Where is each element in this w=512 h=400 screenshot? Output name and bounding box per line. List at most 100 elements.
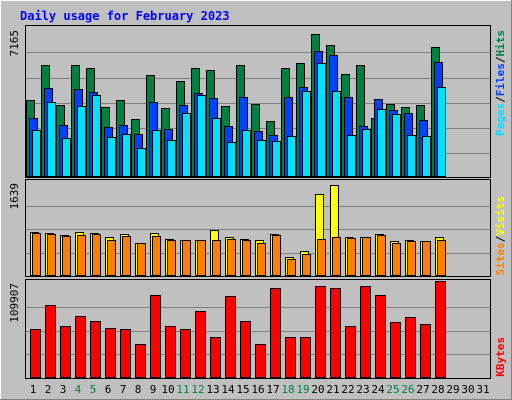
bar-sites-day-13 xyxy=(212,240,221,276)
x-tick-label: 16 xyxy=(251,383,264,396)
bottom-max-label: 109907 xyxy=(8,283,21,323)
bar-kbytes-day-16 xyxy=(255,344,266,378)
legend-separator: / xyxy=(494,96,507,103)
x-tick-label: 22 xyxy=(341,383,354,396)
bar-sites-day-27 xyxy=(422,241,431,276)
bar-sites-day-8 xyxy=(137,243,146,276)
x-tick-label: 13 xyxy=(206,383,219,396)
bar-kbytes-day-4 xyxy=(75,316,86,378)
bar-sites-day-5 xyxy=(92,234,101,276)
bar-kbytes-day-26 xyxy=(405,317,416,378)
x-tick-label: 6 xyxy=(105,383,112,396)
x-tick-label: 7 xyxy=(120,383,127,396)
x-tick-label: 2 xyxy=(45,383,52,396)
bar-pages-day-23 xyxy=(362,129,371,177)
bar-sites-day-20 xyxy=(317,239,326,276)
chart-title: Daily usage for February 2023 xyxy=(20,9,230,23)
bar-kbytes-day-11 xyxy=(180,329,191,378)
bar-pages-day-18 xyxy=(287,136,296,177)
bar-pages-day-15 xyxy=(242,130,251,177)
bar-sites-day-15 xyxy=(242,240,251,276)
bar-sites-day-26 xyxy=(407,241,416,276)
x-tick-label: 4 xyxy=(75,383,82,396)
bar-kbytes-day-8 xyxy=(135,344,146,378)
bar-kbytes-day-25 xyxy=(390,322,401,378)
legend-separator: / xyxy=(494,56,507,63)
bar-pages-day-2 xyxy=(47,102,56,177)
x-tick-label: 24 xyxy=(371,383,385,396)
bar-sites-day-16 xyxy=(257,243,266,276)
x-tick-label: 8 xyxy=(135,383,142,396)
middle-legend: Sites/Visits xyxy=(494,196,507,276)
x-tick-label: 21 xyxy=(326,383,339,396)
x-tick-label: 15 xyxy=(236,383,249,396)
bar-pages-day-24 xyxy=(377,109,386,177)
bar-kbytes-day-20 xyxy=(315,286,326,378)
bar-marks xyxy=(26,34,446,378)
bar-kbytes-day-19 xyxy=(300,337,311,378)
bar-sites-day-24 xyxy=(377,235,386,276)
bar-kbytes-day-12 xyxy=(195,311,206,378)
bar-kbytes-day-24 xyxy=(375,295,386,378)
x-tick-label: 25 xyxy=(386,383,399,396)
bar-pages-day-14 xyxy=(227,142,236,177)
bar-sites-day-25 xyxy=(392,243,401,276)
bar-pages-day-13 xyxy=(212,118,221,177)
x-tick-label: 1 xyxy=(30,383,37,396)
bar-pages-day-6 xyxy=(107,137,116,177)
bar-kbytes-day-10 xyxy=(165,326,176,378)
legend-pages: Pages xyxy=(494,103,507,136)
bar-sites-day-17 xyxy=(272,235,281,276)
bar-sites-day-22 xyxy=(347,238,356,276)
bar-sites-day-11 xyxy=(182,240,191,276)
bar-kbytes-day-6 xyxy=(105,328,116,378)
bar-pages-day-9 xyxy=(152,130,161,177)
x-tick-label: 12 xyxy=(191,383,204,396)
bar-pages-day-11 xyxy=(182,113,191,177)
legend-separator: / xyxy=(494,235,507,242)
bar-pages-day-7 xyxy=(122,134,131,177)
bar-kbytes-day-7 xyxy=(120,329,131,378)
bar-pages-day-20 xyxy=(317,63,326,177)
bar-kbytes-day-14 xyxy=(225,296,236,378)
middle-max-label: 1639 xyxy=(8,183,21,210)
x-tick-label: 31 xyxy=(476,383,489,396)
bar-kbytes-day-3 xyxy=(60,326,71,378)
bar-kbytes-day-18 xyxy=(285,337,296,378)
legend-hits: Hits xyxy=(494,30,507,57)
bar-pages-day-8 xyxy=(137,148,146,177)
bar-kbytes-day-15 xyxy=(240,321,251,378)
x-tick-label: 19 xyxy=(296,383,309,396)
bar-sites-day-1 xyxy=(32,233,41,276)
x-tick-label: 10 xyxy=(161,383,174,396)
x-tick-label: 20 xyxy=(311,383,324,396)
x-tick-label: 28 xyxy=(431,383,444,396)
top-legend: Pages/Files/Hits xyxy=(494,30,507,136)
bar-pages-day-25 xyxy=(392,114,401,177)
bar-pages-day-12 xyxy=(197,95,206,177)
bar-sites-day-28 xyxy=(437,240,446,276)
bar-sites-day-2 xyxy=(47,234,56,276)
bar-pages-day-19 xyxy=(302,91,311,177)
bar-sites-day-6 xyxy=(107,240,116,276)
bar-sites-day-9 xyxy=(152,236,161,276)
bar-pages-day-22 xyxy=(347,135,356,177)
x-tick-label: 30 xyxy=(461,383,474,396)
bar-sites-day-12 xyxy=(197,240,206,276)
bar-pages-day-5 xyxy=(92,95,101,177)
bar-pages-day-28 xyxy=(437,87,446,177)
bar-pages-day-21 xyxy=(332,91,341,177)
bar-pages-day-16 xyxy=(257,140,266,177)
legend-visits: Visits xyxy=(494,196,507,236)
x-tick-label: 5 xyxy=(90,383,97,396)
x-tick-label: 26 xyxy=(401,383,414,396)
x-tick-label: 14 xyxy=(221,383,235,396)
legend-kbytes: KBytes xyxy=(494,337,507,377)
bar-pages-day-3 xyxy=(62,138,71,177)
bar-kbytes-day-9 xyxy=(150,295,161,378)
bar-sites-day-19 xyxy=(302,254,311,276)
bar-kbytes-day-23 xyxy=(360,286,371,378)
bar-sites-day-4 xyxy=(77,235,86,276)
bar-kbytes-day-17 xyxy=(270,288,281,378)
